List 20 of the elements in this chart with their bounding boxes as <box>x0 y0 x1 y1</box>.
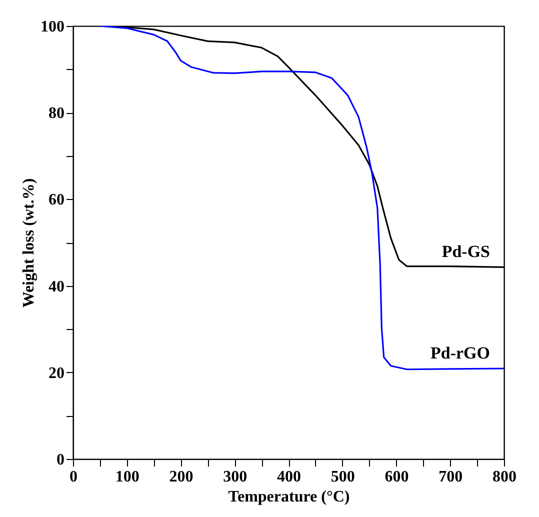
x-tick-label: 300 <box>223 468 248 486</box>
line-series <box>99 26 504 370</box>
y-tick-label: 60 <box>48 192 64 209</box>
x-tick-label: 700 <box>438 468 463 486</box>
series-label: Pd-GS <box>442 242 490 262</box>
y-tick-label: 80 <box>48 105 64 122</box>
x-tick-label: 100 <box>115 468 140 486</box>
x-tick-label: 500 <box>330 468 355 486</box>
x-axis-title: Temperature (°C) <box>228 488 350 506</box>
series-label: Pd-rGO <box>430 344 490 363</box>
x-tick-label: 400 <box>277 468 301 486</box>
x-tick-label: 800 <box>492 468 516 486</box>
x-tick-label: 600 <box>384 468 409 486</box>
y-tick-label: 100 <box>40 18 64 36</box>
y-axis-title: Weight loss (wt.%) <box>20 178 38 308</box>
y-tick-label: 0 <box>56 452 64 468</box>
y-tick-label: 20 <box>48 364 64 382</box>
x-tick-label: 200 <box>169 468 194 486</box>
y-tick-label: 40 <box>48 278 64 296</box>
x-tick-label: 0 <box>70 468 78 486</box>
